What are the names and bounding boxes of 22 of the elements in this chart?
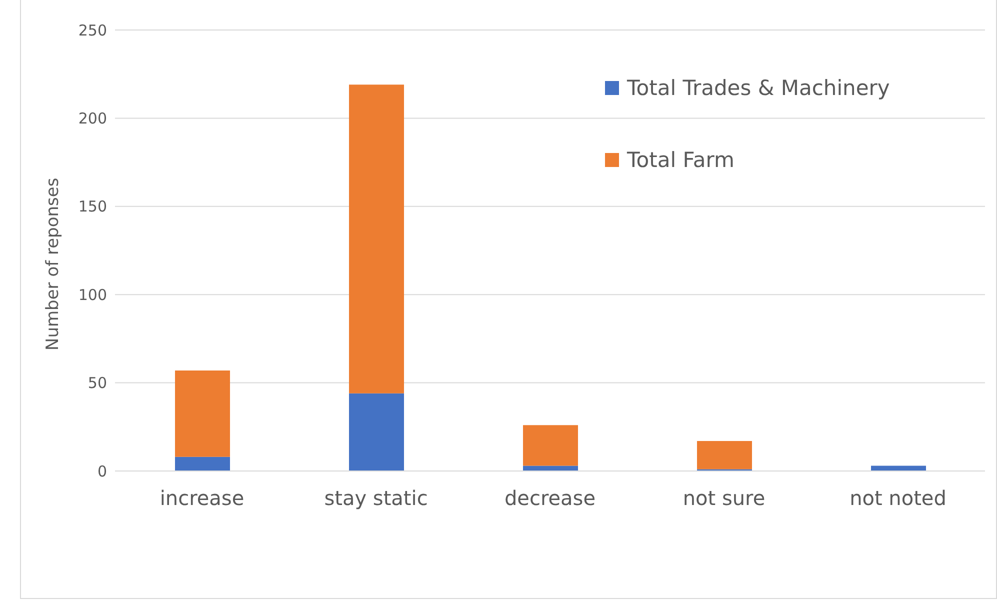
bar bbox=[349, 84, 404, 394]
x-tick-label: not noted bbox=[850, 486, 946, 510]
y-axis-title: Number of reponses bbox=[43, 178, 64, 350]
x-tick-label: stay static bbox=[324, 486, 428, 510]
x-tick-label: decrease bbox=[504, 486, 596, 510]
bar bbox=[175, 456, 230, 471]
y-tick-label: 250 bbox=[78, 21, 107, 40]
x-tick-label: not sure bbox=[682, 486, 766, 510]
legend-label: Total Farm bbox=[627, 148, 734, 172]
y-tick-label: 150 bbox=[78, 198, 107, 216]
legend-label: Total Trades & Machinery bbox=[627, 76, 890, 100]
bar bbox=[523, 466, 578, 471]
y-tick-label: 100 bbox=[78, 286, 107, 304]
bar bbox=[349, 393, 404, 471]
bar bbox=[175, 370, 230, 457]
y-tick-label: 200 bbox=[78, 110, 107, 128]
y-tick-label: 50 bbox=[88, 374, 107, 392]
bar bbox=[697, 441, 752, 470]
x-tick-label: increase bbox=[160, 486, 244, 510]
bar bbox=[871, 466, 926, 471]
bar bbox=[523, 425, 578, 466]
y-tick-label: 0 bbox=[97, 462, 107, 480]
